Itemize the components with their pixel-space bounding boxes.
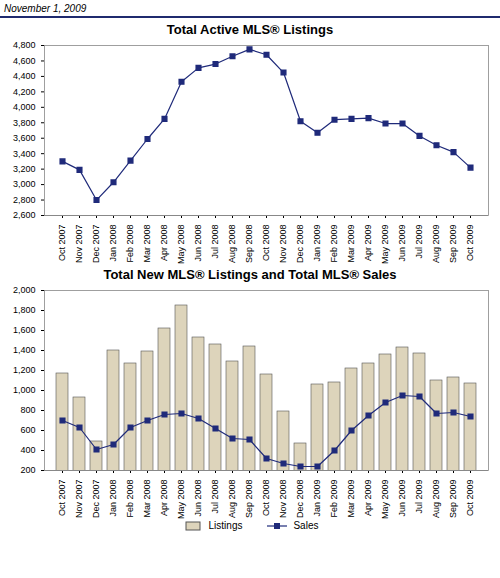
svg-text:Jul 2009: Jul 2009 bbox=[414, 480, 424, 514]
svg-text:3,400: 3,400 bbox=[13, 149, 36, 159]
svg-text:Feb 2009: Feb 2009 bbox=[329, 225, 339, 263]
svg-text:1,000: 1,000 bbox=[13, 385, 36, 395]
svg-text:Nov 2007: Nov 2007 bbox=[74, 480, 84, 519]
svg-text:Aug 2009: Aug 2009 bbox=[431, 225, 441, 264]
svg-text:Mar 2009: Mar 2009 bbox=[346, 480, 356, 518]
svg-text:Nov 2007: Nov 2007 bbox=[74, 225, 84, 264]
svg-text:Aug 2008: Aug 2008 bbox=[227, 480, 237, 519]
svg-text:Jun 2009: Jun 2009 bbox=[397, 225, 407, 262]
svg-text:Jun 2008: Jun 2008 bbox=[193, 225, 203, 262]
svg-text:Sep 2008: Sep 2008 bbox=[244, 225, 254, 264]
svg-text:1,800: 1,800 bbox=[13, 305, 36, 315]
svg-text:Apr 2009: Apr 2009 bbox=[363, 480, 373, 517]
svg-text:1,200: 1,200 bbox=[13, 365, 36, 375]
svg-text:Oct 2007: Oct 2007 bbox=[57, 480, 67, 517]
svg-text:Nov 2008: Nov 2008 bbox=[278, 480, 288, 519]
svg-text:Jan 2009: Jan 2009 bbox=[312, 225, 322, 262]
svg-text:Aug 2009: Aug 2009 bbox=[431, 480, 441, 519]
svg-text:May 2008: May 2008 bbox=[176, 225, 186, 265]
svg-text:600: 600 bbox=[20, 425, 35, 435]
svg-text:4,800: 4,800 bbox=[13, 40, 36, 50]
html-text:Total New MLS® Listings and To: Total New MLS® Listings and Total MLS® S… bbox=[103, 267, 397, 282]
svg-text:Oct 2009: Oct 2009 bbox=[465, 480, 475, 517]
svg-text:200: 200 bbox=[20, 465, 35, 475]
html-text:Total Active MLS® Listings: Total Active MLS® Listings bbox=[166, 22, 334, 37]
html-text:Listings: Listings bbox=[208, 520, 243, 531]
html-text:Sales: Sales bbox=[293, 520, 319, 531]
svg-text:Jan 2008: Jan 2008 bbox=[108, 225, 118, 262]
svg-text:1,400: 1,400 bbox=[13, 345, 36, 355]
svg-text:Feb 2009: Feb 2009 bbox=[329, 480, 339, 518]
svg-text:Nov 2008: Nov 2008 bbox=[278, 225, 288, 264]
svg-text:Jan 2009: Jan 2009 bbox=[312, 480, 322, 517]
svg-text:Oct 2009: Oct 2009 bbox=[465, 225, 475, 262]
html-text:November 1, 2009: November 1, 2009 bbox=[4, 3, 87, 14]
svg-text:4,000: 4,000 bbox=[13, 102, 36, 112]
svg-text:Oct 2007: Oct 2007 bbox=[57, 225, 67, 262]
svg-text:Sep 2009: Sep 2009 bbox=[448, 480, 458, 519]
svg-text:Oct 2008: Oct 2008 bbox=[261, 480, 271, 517]
svg-text:Apr 2008: Apr 2008 bbox=[159, 225, 169, 262]
svg-text:400: 400 bbox=[20, 445, 35, 455]
svg-text:Feb 2008: Feb 2008 bbox=[125, 225, 135, 263]
svg-text:May 2009: May 2009 bbox=[380, 225, 390, 265]
svg-text:Sep 2009: Sep 2009 bbox=[448, 225, 458, 264]
svg-text:1,600: 1,600 bbox=[13, 325, 36, 335]
svg-text:May 2009: May 2009 bbox=[380, 480, 390, 520]
svg-text:Jul 2009: Jul 2009 bbox=[414, 225, 424, 259]
svg-text:May 2008: May 2008 bbox=[176, 480, 186, 520]
svg-text:Jul 2008: Jul 2008 bbox=[210, 480, 220, 514]
svg-text:4,200: 4,200 bbox=[13, 87, 36, 97]
svg-text:Apr 2009: Apr 2009 bbox=[363, 225, 373, 262]
svg-text:3,800: 3,800 bbox=[13, 118, 36, 128]
svg-text:3,000: 3,000 bbox=[13, 179, 36, 189]
svg-text:Oct 2008: Oct 2008 bbox=[261, 225, 271, 262]
svg-text:3,600: 3,600 bbox=[13, 133, 36, 143]
svg-text:Dec 2007: Dec 2007 bbox=[91, 225, 101, 264]
svg-text:Mar 2009: Mar 2009 bbox=[346, 225, 356, 263]
svg-text:Sep 2008: Sep 2008 bbox=[244, 480, 254, 519]
svg-text:Dec 2007: Dec 2007 bbox=[91, 480, 101, 519]
svg-text:Feb 2008: Feb 2008 bbox=[125, 480, 135, 518]
svg-text:Dec 2008: Dec 2008 bbox=[295, 225, 305, 264]
svg-text:4,600: 4,600 bbox=[13, 56, 36, 66]
svg-text:3,200: 3,200 bbox=[13, 164, 36, 174]
svg-text:800: 800 bbox=[20, 405, 35, 415]
svg-text:Jun 2008: Jun 2008 bbox=[193, 480, 203, 517]
svg-text:Jan 2008: Jan 2008 bbox=[108, 480, 118, 517]
svg-text:2,600: 2,600 bbox=[13, 210, 36, 220]
svg-text:Jul 2008: Jul 2008 bbox=[210, 225, 220, 259]
svg-text:Mar 2008: Mar 2008 bbox=[142, 480, 152, 518]
svg-text:Aug 2008: Aug 2008 bbox=[227, 225, 237, 264]
svg-text:2,800: 2,800 bbox=[13, 195, 36, 205]
svg-text:2,000: 2,000 bbox=[13, 285, 36, 295]
svg-text:Jun 2009: Jun 2009 bbox=[397, 480, 407, 517]
svg-text:Apr 2008: Apr 2008 bbox=[159, 480, 169, 517]
svg-text:4,400: 4,400 bbox=[13, 71, 36, 81]
svg-text:Dec 2008: Dec 2008 bbox=[295, 480, 305, 519]
svg-text:Mar 2008: Mar 2008 bbox=[142, 225, 152, 263]
